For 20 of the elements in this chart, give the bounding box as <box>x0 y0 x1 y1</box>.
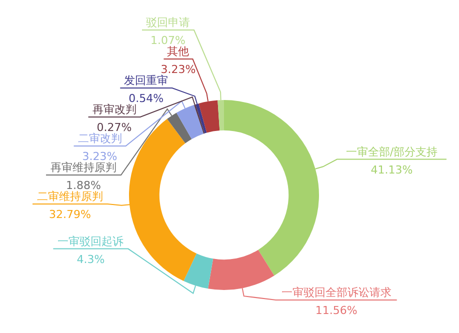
data-label: 0.54% <box>128 92 164 105</box>
slice-label: 一审驳回起诉 <box>58 234 124 248</box>
slice-label: 二审改判 <box>78 132 122 145</box>
data-label: 1.07% <box>150 34 186 47</box>
data-label: 1.88% <box>66 179 101 192</box>
slice-label: 再审维持原判 <box>50 161 117 174</box>
slice-label: 一审全部/部分支持 <box>346 145 438 158</box>
data-label: 11.56% <box>315 304 358 317</box>
data-label: 32.79% <box>49 208 92 221</box>
slice-label: 驳回申请 <box>146 16 190 29</box>
data-label: 41.13% <box>370 163 413 176</box>
slice-label: 发回重审 <box>124 74 168 87</box>
data-label: 4.3% <box>76 252 105 266</box>
data-label: 3.23% <box>82 150 118 163</box>
slice-label: 其他 <box>167 45 190 58</box>
slice-label: 二审维持原判 <box>37 190 104 203</box>
data-label: 0.27% <box>96 121 132 134</box>
slice-label: 一审驳回全部诉讼请求 <box>281 286 392 299</box>
slice-label: 再审改判 <box>92 103 136 116</box>
data-label: 3.23% <box>160 63 196 76</box>
